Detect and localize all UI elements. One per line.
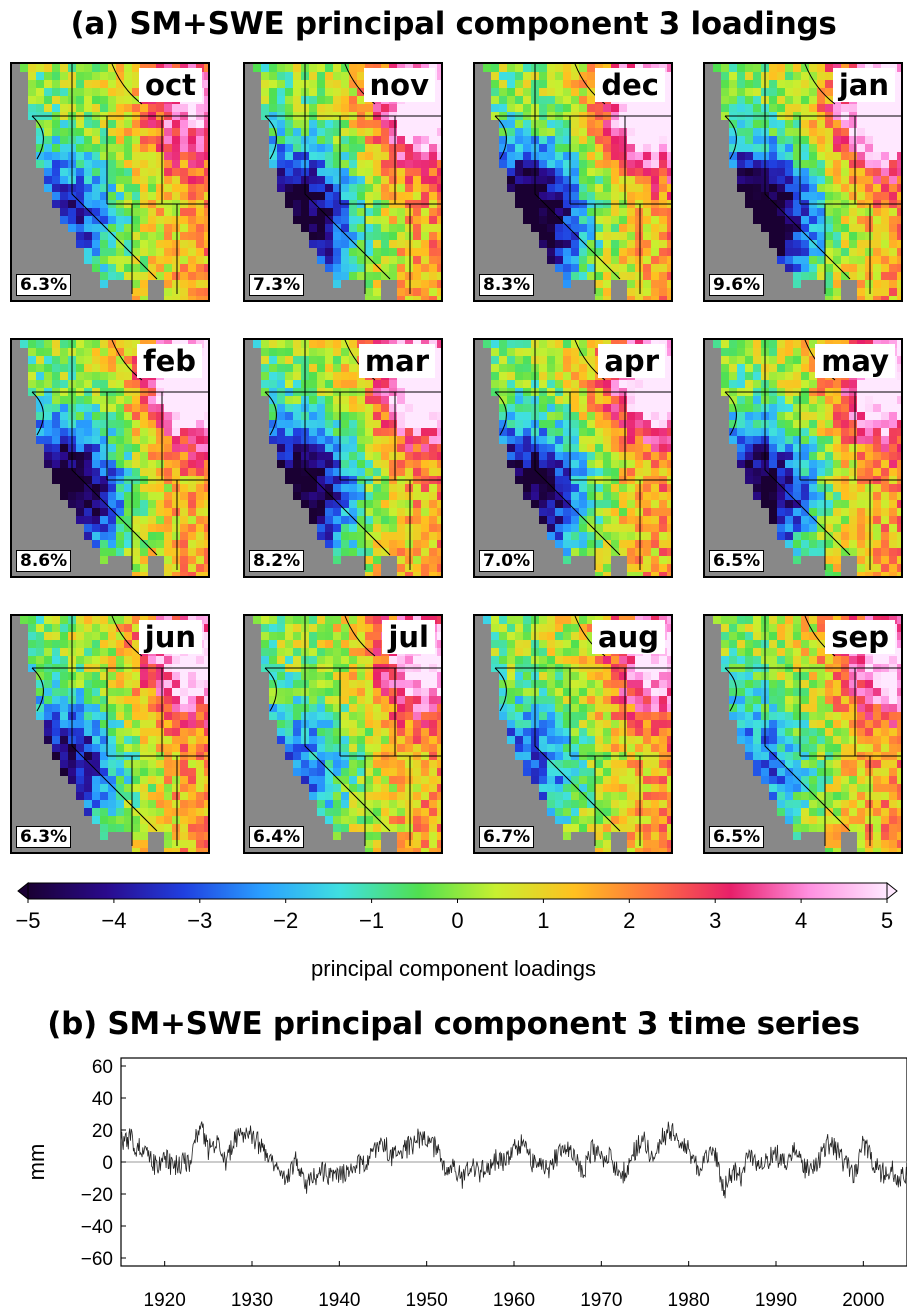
colorbar: −5 −4 −3 −2 −1 0 1 2 3 4 5 — [15, 881, 898, 933]
x-tick-label: 1980 — [668, 1290, 710, 1311]
colorbar-tick-label: −2 — [273, 908, 298, 933]
loading-field — [475, 64, 671, 300]
colorbar-tick-label: 3 — [709, 908, 721, 933]
loading-field — [12, 64, 208, 300]
loading-field — [245, 616, 441, 852]
y-axis-label: mm — [24, 1144, 49, 1181]
pc3-series-line — [120, 1121, 907, 1199]
colorbar-max-arrow — [886, 881, 898, 901]
map-panel-jul: jul 6.4% — [243, 614, 443, 854]
variance-label: 8.6% — [16, 550, 72, 572]
panel-b-title: (b) SM+SWE principal component 3 time se… — [47, 1006, 860, 1042]
month-label: nov — [363, 68, 435, 102]
colorbar-tick-label: −1 — [359, 908, 384, 933]
map-panel-feb: feb 8.6% — [10, 338, 210, 578]
month-label: sep — [825, 620, 895, 654]
map-panel-nov: nov 7.3% — [243, 62, 443, 302]
y-tick-label: 40 — [92, 1089, 113, 1110]
colorbar-min-arrow — [17, 881, 29, 901]
time-series-chart: 60 40 20 0 −20 −40 −60 1920 1930 1940 1950 1960 1970… — [24, 1057, 907, 1311]
y-tick-label: −60 — [81, 1249, 113, 1270]
map-panel-jun: jun 6.3% — [10, 614, 210, 854]
month-label: aug — [592, 620, 665, 654]
colorbar-label: principal component loadings — [311, 956, 596, 981]
variance-label: 6.7% — [479, 826, 535, 848]
panel-a-title: (a) SM+SWE principal component 3 loading… — [70, 6, 837, 42]
x-tick-label: 1990 — [755, 1290, 797, 1311]
map-panel-apr: apr 7.0% — [473, 338, 673, 578]
loading-field — [475, 616, 671, 852]
colorbar-tick-label: −4 — [101, 908, 126, 933]
map-panel-jan: jan 9.6% — [703, 62, 903, 302]
month-label: jan — [832, 68, 895, 102]
colorbar-tick-label: −3 — [187, 908, 212, 933]
variance-label: 8.3% — [479, 274, 535, 296]
map-panel-sep: sep 6.5% — [703, 614, 903, 854]
variance-label: 6.5% — [709, 826, 765, 848]
loading-field — [12, 340, 208, 576]
x-tick-label: 1930 — [231, 1290, 273, 1311]
x-tick-label: 1970 — [580, 1290, 622, 1311]
month-label: oct — [139, 68, 202, 102]
x-tick-label: 1940 — [318, 1290, 360, 1311]
month-label: mar — [358, 344, 435, 378]
loading-field — [475, 340, 671, 576]
loading-field — [12, 616, 208, 852]
y-tick-label: 20 — [92, 1121, 113, 1142]
x-tick-label: 2000 — [842, 1290, 884, 1311]
y-tick-label: 60 — [92, 1057, 113, 1078]
colorbar-tick-label: 4 — [795, 908, 807, 933]
variance-label: 6.3% — [16, 274, 72, 296]
variance-label: 8.2% — [249, 550, 305, 572]
colorbar-tick-label: 2 — [623, 908, 635, 933]
map-panel-may: may 6.5% — [703, 338, 903, 578]
loading-field — [705, 64, 901, 300]
month-label: jun — [138, 620, 202, 654]
month-label: may — [815, 344, 895, 378]
variance-label: 7.0% — [479, 550, 535, 572]
map-panel-mar: mar 8.2% — [243, 338, 443, 578]
colorbar-gradient — [27, 882, 888, 900]
loading-field — [245, 340, 441, 576]
map-panel-dec: dec 8.3% — [473, 62, 673, 302]
y-tick-label: −20 — [81, 1185, 113, 1206]
month-label: dec — [595, 68, 665, 102]
variance-label: 6.3% — [16, 826, 72, 848]
variance-label: 7.3% — [249, 274, 305, 296]
variance-label: 6.5% — [709, 550, 765, 572]
y-tick-label: −40 — [81, 1217, 113, 1238]
map-grid: oct 6.3% nov 7.3% dec 8.3% jan 9.6% feb 8.6% mar 8.… — [10, 62, 903, 854]
variance-label: 6.4% — [249, 826, 305, 848]
colorbar-tick-label: 0 — [451, 908, 463, 933]
x-tick-label: 1950 — [406, 1290, 448, 1311]
map-panel-aug: aug 6.7% — [473, 614, 673, 854]
variance-label: 9.6% — [709, 274, 765, 296]
month-label: apr — [598, 344, 665, 378]
y-tick-label: 0 — [102, 1153, 113, 1174]
x-tick-label: 1960 — [493, 1290, 535, 1311]
colorbar-tick-label: −5 — [15, 908, 40, 933]
colorbar-tick-label: 5 — [881, 908, 893, 933]
loading-field — [705, 616, 901, 852]
colorbar-tick-label: 1 — [537, 908, 549, 933]
x-tick-label: 1920 — [144, 1290, 186, 1311]
month-label: jul — [382, 620, 435, 654]
map-panel-oct: oct 6.3% — [10, 62, 210, 302]
month-label: feb — [136, 344, 202, 378]
